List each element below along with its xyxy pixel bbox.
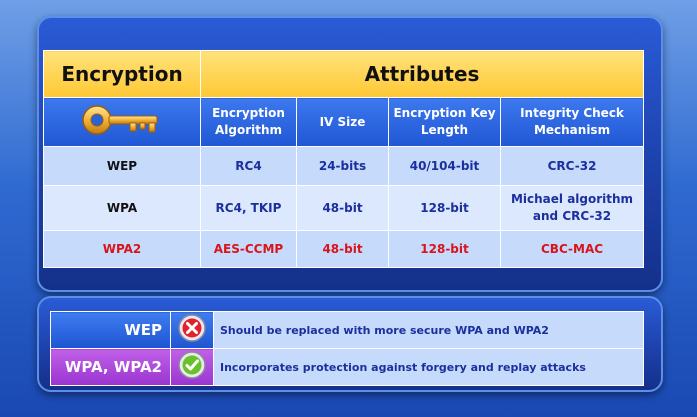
column-header-algorithm: Encryption Algorithm	[200, 97, 297, 148]
key-icon-cell	[43, 97, 201, 148]
row-iv-size: 24-bits	[296, 146, 389, 187]
legend-icon-cell	[170, 311, 214, 349]
legend-icon-cell	[170, 348, 214, 386]
row-key-length: 128-bit	[388, 185, 501, 232]
legend-text: Should be replaced with more secure WPA …	[213, 311, 644, 349]
legend-label: WEP	[50, 311, 171, 349]
row-name: WPA2	[43, 230, 201, 268]
legend-row-wpa: WPA, WPA2 Incorporates protection agains…	[50, 348, 644, 386]
row-name: WPA	[43, 185, 201, 232]
green-check-icon	[178, 351, 206, 379]
table-row-wpa2: WPA2 AES-CCMP 48-bit 128-bit CBC-MAC	[43, 230, 645, 268]
row-iv-size: 48-bit	[296, 185, 389, 232]
table-row-wep: WEP RC4 24-bits 40/104-bit CRC-32	[43, 146, 645, 187]
column-header-key-length: Encryption Key Length	[388, 97, 501, 148]
row-iv-size: 48-bit	[296, 230, 389, 268]
legend-table: WEP Should be replaced with more secure …	[50, 311, 644, 386]
row-integrity: Michael algorithm and CRC-32	[499, 185, 645, 232]
column-header-integrity: Integrity Check Mechanism	[499, 97, 645, 148]
row-key-length: 40/104-bit	[388, 146, 501, 187]
row-integrity: CRC-32	[499, 146, 645, 187]
column-header-iv-size: IV Size	[296, 97, 389, 148]
row-algorithm: RC4	[200, 146, 297, 187]
row-algorithm: AES-CCMP	[200, 230, 297, 268]
row-integrity: CBC-MAC	[499, 230, 645, 268]
legend-row-wep: WEP Should be replaced with more secure …	[50, 311, 644, 349]
row-key-length: 128-bit	[388, 230, 501, 268]
header-attributes: Attributes	[199, 49, 645, 99]
encryption-comparison-table: Encryption Attributes Encrypt	[43, 49, 645, 268]
key-icon	[82, 105, 158, 135]
header-encryption: Encryption	[43, 49, 201, 99]
table-row-wpa: WPA RC4, TKIP 48-bit 128-bit Michael alg…	[43, 185, 645, 232]
legend-text: Incorporates protection against forgery …	[213, 348, 644, 386]
red-x-icon	[178, 314, 206, 342]
row-algorithm: RC4, TKIP	[200, 185, 297, 232]
legend-label: WPA, WPA2	[50, 348, 171, 386]
row-name: WEP	[43, 146, 201, 187]
